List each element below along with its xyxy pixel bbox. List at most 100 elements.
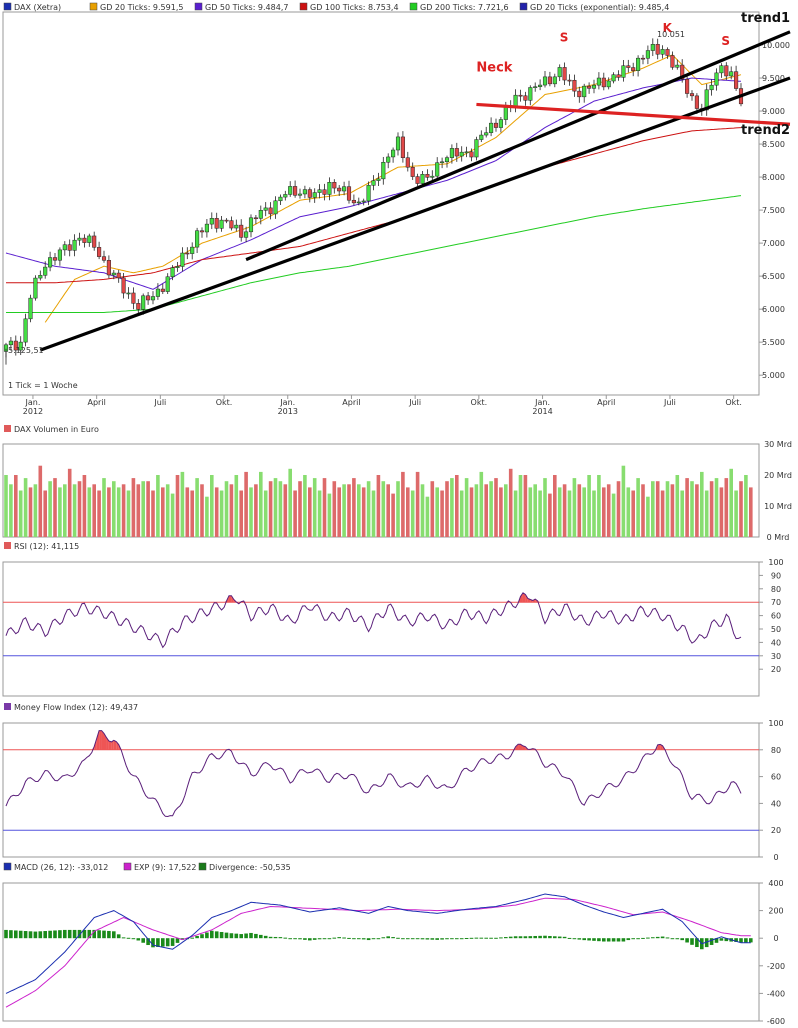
annotation-label: Neck <box>476 60 512 75</box>
volume-legend-swatch <box>4 425 11 432</box>
y-tick-label: 80 <box>771 746 781 755</box>
volume-bar <box>352 478 356 537</box>
y-tick-label: 60 <box>771 773 781 782</box>
volume-bar <box>621 465 626 537</box>
price-panel: DAX (Xetra) GD 20 Ticks: 9.591,5 GD 50 Tic… <box>2 2 791 416</box>
trendline <box>476 102 791 126</box>
macd-series: -600 -400 -200 0 200 400 <box>4 879 785 1026</box>
rsi-panel: RSI (12): 41,115 20 30 40 50 60 70 80 90 100 <box>2 542 784 697</box>
candle-body <box>405 157 410 168</box>
divergence-bar <box>210 930 214 939</box>
trendlines <box>39 30 791 352</box>
divergence-bar <box>239 934 243 939</box>
candle-body <box>33 277 38 299</box>
candle-body <box>449 148 454 158</box>
divergence-bar <box>636 938 640 940</box>
divergence-bar <box>214 931 219 939</box>
volume-bar <box>435 487 439 537</box>
volume-bar <box>33 484 38 537</box>
candle-body <box>248 217 254 233</box>
trendline <box>245 30 791 262</box>
candle-body <box>469 151 474 158</box>
volume-bar <box>479 471 484 537</box>
overbought-fill <box>228 595 232 603</box>
divergence-bar <box>410 938 415 940</box>
candle-body <box>547 76 552 85</box>
divergence-bar <box>695 938 699 948</box>
candle-body <box>317 189 322 193</box>
candle-body <box>567 79 572 82</box>
volume-bar <box>494 478 498 537</box>
legend-label: GD 50 Ticks: 9.484,7 <box>205 3 288 12</box>
candle-body <box>239 224 244 238</box>
candle-body <box>180 252 185 267</box>
volume-bar <box>602 487 606 537</box>
mfi-title: Money Flow Index (12): 49,437 <box>14 703 138 712</box>
y-tick-label: 8.000 <box>762 173 785 182</box>
y-tick-label: 10 Mrd <box>764 502 792 511</box>
trendline <box>39 76 791 352</box>
volume-bar <box>234 475 239 537</box>
candle-body <box>67 244 72 251</box>
candle-body <box>391 149 396 158</box>
divergence-bar <box>655 936 660 939</box>
mfi-plot-frame <box>2 722 760 858</box>
candle-body <box>689 93 695 97</box>
volume-bar <box>322 478 327 537</box>
volume-bar <box>420 484 425 537</box>
divergence-bar <box>200 934 204 939</box>
overbought-fill <box>116 741 119 750</box>
candlesticks <box>3 38 744 365</box>
candle-body <box>332 182 337 189</box>
candle-body <box>572 79 577 92</box>
candle-body <box>175 266 180 268</box>
legend-label: MACD (26, 12): -33,012 <box>14 863 108 872</box>
candle-body <box>685 79 690 94</box>
volume-bar <box>626 487 631 537</box>
volume-bar <box>670 484 675 537</box>
candle-body <box>513 94 518 107</box>
candle-body <box>342 186 347 192</box>
candle-body <box>322 189 327 195</box>
divergence-bar <box>234 933 239 939</box>
volume-bar <box>592 490 596 537</box>
volume-bar <box>239 490 243 537</box>
y-tick-label: 7.000 <box>762 239 785 248</box>
divergence-bar <box>170 938 175 946</box>
price-y-axis: 5.000 5.500 6.000 6.500 7.000 7.500 8.000 8.500… <box>762 41 790 380</box>
volume-bar <box>631 490 635 537</box>
divergence-bar <box>557 936 562 939</box>
volume-bar <box>361 487 366 537</box>
volume-bar <box>455 475 459 537</box>
annotation-label: trend2 <box>741 123 790 138</box>
y-tick-label: 70 <box>771 598 781 607</box>
candle-body <box>155 288 160 297</box>
divergence-bar <box>332 937 337 939</box>
divergence-bar <box>175 938 180 943</box>
volume-bar <box>278 481 283 537</box>
candle-body <box>425 174 430 178</box>
x-year-label: 2013 <box>278 407 298 416</box>
volume-bar <box>9 484 13 537</box>
candle-body <box>562 67 567 81</box>
volume-bar <box>430 481 435 537</box>
candle-body <box>327 182 332 195</box>
candle-body <box>136 303 141 310</box>
volume-bar <box>567 490 572 537</box>
divergence-bar <box>660 936 665 939</box>
divergence-bar <box>371 938 376 940</box>
y-tick-label: 40 <box>771 799 781 808</box>
x-tick-label: Juli <box>663 398 676 407</box>
divergence-bar <box>484 937 488 939</box>
divergence-bar <box>322 938 327 940</box>
volume-bar <box>283 484 288 537</box>
volume-bar <box>474 484 479 537</box>
overbought-fill <box>104 733 107 750</box>
y-tick-label: 0 <box>773 934 778 943</box>
divergence-bar <box>739 938 743 943</box>
high-price-label: 10.051 <box>657 30 685 39</box>
volume-grid: 30 Mrd 20 Mrd 10 Mrd 0 Mrd <box>764 440 792 542</box>
volume-bar <box>136 484 141 537</box>
x-tick-label: Okt. <box>725 398 742 407</box>
divergence-bar <box>357 938 361 940</box>
